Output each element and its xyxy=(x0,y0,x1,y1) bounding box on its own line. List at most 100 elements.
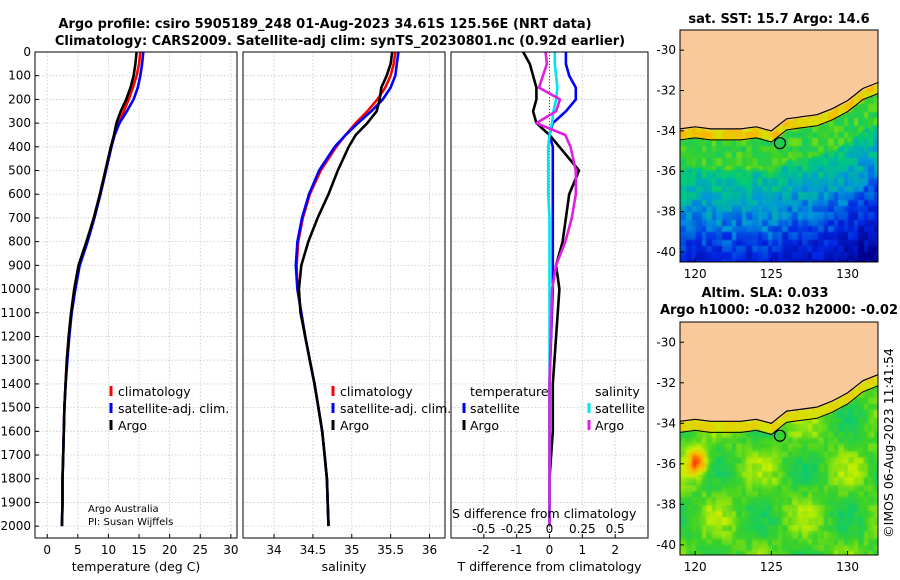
y-tick-label: -34 xyxy=(656,124,676,138)
map-title: sat. SST: 15.7 Argo: 14.6 xyxy=(688,12,869,27)
x-tick-label: 130 xyxy=(836,267,859,281)
y-tick-label: 600 xyxy=(8,187,31,201)
x-tick-label: 30 xyxy=(223,543,238,557)
y-tick-label: 1100 xyxy=(0,306,31,320)
imos-watermark: ©IMOS 06-Aug-2023 11:41:54 xyxy=(881,348,896,538)
x-tick-label: 15 xyxy=(131,543,146,557)
sla-map-panel: 120 125 130 -30 -32 -34 -36 -38 -40 Altim. SLA: 0… xyxy=(656,286,898,574)
legend-label: satellite xyxy=(595,401,645,416)
top-tick-label: 0.25 xyxy=(569,522,596,536)
coastline xyxy=(679,374,879,424)
sla-field xyxy=(680,322,878,555)
sst-field xyxy=(680,30,878,262)
argo-float-marker xyxy=(773,429,787,442)
legend-label: Argo xyxy=(595,418,624,433)
y-tick-label: 1600 xyxy=(0,424,31,438)
y-tick-label: 2000 xyxy=(0,519,31,533)
legend-title: temperature xyxy=(470,384,549,399)
x-tick-label: 0 xyxy=(546,543,554,557)
figure-title-line2: Climatology: CARS2009. Satellite-adj cli… xyxy=(55,34,625,49)
y-tick-label: 500 xyxy=(8,164,31,178)
x-axis-label: salinity xyxy=(322,559,367,574)
x-tick-label: 125 xyxy=(760,560,783,574)
y-tick-label: 800 xyxy=(8,235,31,249)
y-tick-label: 900 xyxy=(8,258,31,272)
legend-label: Argo xyxy=(118,418,147,433)
y-tick-label: 1700 xyxy=(0,448,31,462)
axes-frame xyxy=(242,51,446,539)
x-tick-label: 120 xyxy=(684,560,707,574)
y-tick-label: -34 xyxy=(656,416,676,430)
map-title-line1: Altim. SLA: 0.033 xyxy=(702,286,829,301)
y-tick-label: -36 xyxy=(656,457,676,471)
x-tick-label: -1 xyxy=(511,543,523,557)
map-frame xyxy=(679,29,879,263)
x-axis-label: temperature (deg C) xyxy=(72,559,201,574)
legend-label: climatology xyxy=(340,384,413,399)
top-tick-label: 0 xyxy=(546,522,554,536)
top-tick-label: 0.5 xyxy=(606,522,625,536)
y-tick-label: 1900 xyxy=(0,495,31,509)
y-tick-label: 400 xyxy=(8,140,31,154)
y-tick-label: 0 xyxy=(23,45,31,59)
axes-frame xyxy=(34,51,238,539)
legend-label: climatology xyxy=(118,384,191,399)
top-tick-label: -0.5 xyxy=(472,522,495,536)
y-tick-label: 300 xyxy=(8,116,31,130)
x-tick-label: 130 xyxy=(836,560,859,574)
y-tick-label: -30 xyxy=(656,43,676,57)
y-tick-label: 1800 xyxy=(0,472,31,486)
y-tick-label: 1200 xyxy=(0,329,31,343)
x-tick-label: 0 xyxy=(43,543,51,557)
y-tick-label: -32 xyxy=(656,376,676,390)
y-tick-label: -30 xyxy=(656,335,676,349)
plot-area xyxy=(243,52,445,538)
x-tick-label: 2 xyxy=(611,543,619,557)
figure-title-line1: Argo profile: csiro 5905189_248 01-Aug-2… xyxy=(58,17,591,32)
x-tick-label: 10 xyxy=(101,543,116,557)
y-tick-label: 1400 xyxy=(0,377,31,391)
legend-label: Argo xyxy=(470,418,499,433)
legend-label: satellite-adj. clim. xyxy=(340,401,451,416)
x-tick-label: 35.5 xyxy=(377,543,404,557)
temperature-panel: 0 5 10 15 20 25 300100200300400500600700800900… xyxy=(0,45,238,574)
map-frame xyxy=(679,321,879,556)
x-tick-label: 125 xyxy=(760,267,783,281)
y-tick-label: 700 xyxy=(8,211,31,225)
sst-map-panel: 120 125 130 -30 -32 -34 -36 -38 -40 sat. SST: 15.… xyxy=(656,12,879,281)
y-tick-label: 100 xyxy=(8,69,31,83)
y-tick-label: 1300 xyxy=(0,353,31,367)
x-tick-label: 5 xyxy=(74,543,82,557)
x-tick-label: 36 xyxy=(422,543,437,557)
difference-panel: -2 -1 0 1 2 T difference from climatology temp… xyxy=(450,51,649,574)
x-tick-label: -2 xyxy=(478,543,490,557)
y-tick-label: -38 xyxy=(656,205,676,219)
legend-label: satellite xyxy=(470,401,520,416)
map-title-line2: Argo h1000: -0.032 h2000: -0.02 xyxy=(660,303,898,318)
y-tick-label: -32 xyxy=(656,84,676,98)
shelf-contour xyxy=(679,385,879,435)
x-tick-label: 20 xyxy=(162,543,177,557)
credit-line1: Argo Australia xyxy=(88,504,159,515)
top-axis-label: S difference from climatology xyxy=(452,506,637,521)
x-tick-label: 25 xyxy=(193,543,208,557)
series-argo xyxy=(297,51,394,527)
x-tick-label: 34.5 xyxy=(300,543,327,557)
series-salinity-argo xyxy=(535,51,578,527)
x-axis-label: T difference from climatology xyxy=(456,559,642,574)
y-tick-label: 1000 xyxy=(0,282,31,296)
series-temperature-argo xyxy=(522,51,581,527)
salinity-panel: 34 34.5 35 35.5 36 salinity climatology satelli… xyxy=(242,51,451,574)
legend-label: satellite-adj. clim. xyxy=(118,401,229,416)
y-tick-label: 200 xyxy=(8,92,31,106)
shelf-contour xyxy=(679,93,879,143)
coastline xyxy=(679,81,879,132)
plot-area xyxy=(35,52,237,538)
x-tick-label: 34 xyxy=(266,543,281,557)
legend-label: Argo xyxy=(340,418,369,433)
y-tick-label: -36 xyxy=(656,164,676,178)
credit-line2: PI: Susan Wijffels xyxy=(88,517,173,528)
series-argo xyxy=(60,51,138,527)
y-tick-label: -40 xyxy=(656,245,676,259)
